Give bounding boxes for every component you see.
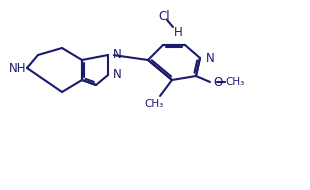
Text: Cl: Cl [158, 10, 170, 24]
Text: N: N [113, 48, 122, 62]
Text: CH₃: CH₃ [225, 77, 245, 87]
Text: O: O [213, 75, 222, 89]
Text: CH₃: CH₃ [144, 99, 164, 109]
Text: NH: NH [9, 62, 27, 74]
Text: H: H [174, 25, 182, 39]
Text: N: N [206, 51, 215, 64]
Text: N: N [113, 69, 122, 82]
